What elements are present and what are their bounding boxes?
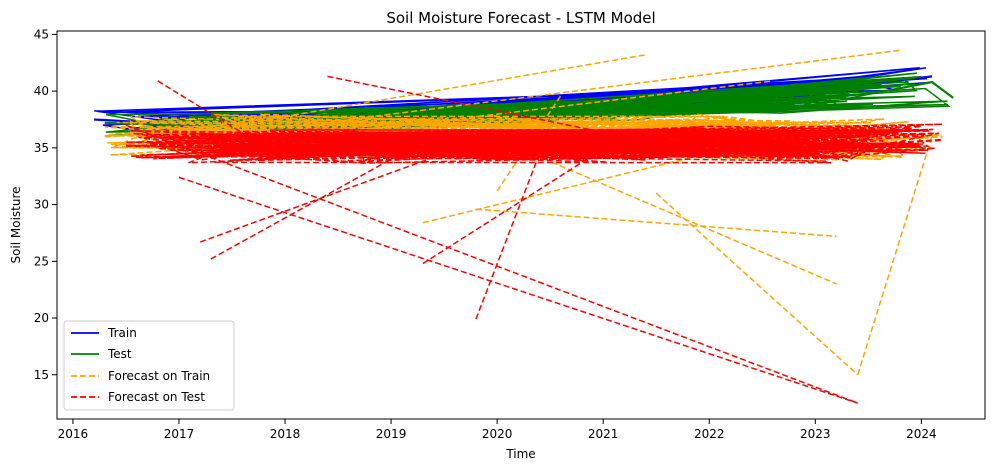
series-spike-forecast-on-train [475, 208, 837, 238]
series-spike-forecast-on-test [210, 158, 392, 260]
y-tick-label: 45 [34, 27, 49, 41]
legend-frame [63, 320, 235, 411]
x-axis: 2016 2017 2018 2019 2020 2021 2022 2023 2024 [58, 419, 937, 441]
legend-label-train: Train [107, 326, 137, 340]
chart-title: Soil Moisture Forecast - LSTM Model [386, 9, 655, 27]
legend-label-forecast-train: Forecast on Train [108, 369, 210, 383]
series-spike-forecast-on-test [199, 133, 498, 243]
plot-area [56, 30, 986, 420]
y-tick-label: 40 [34, 84, 49, 98]
legend-label-forecast-test: Forecast on Test [108, 390, 205, 404]
series-spike-forecast-on-test [178, 176, 858, 404]
y-tick-label: 35 [34, 141, 49, 155]
x-tick-label: 2018 [270, 427, 301, 441]
legend-label-test: Test [107, 347, 132, 361]
x-axis-label: Time [505, 447, 535, 461]
y-axis: 15 20 25 30 35 40 45 [34, 27, 57, 382]
x-tick-label: 2019 [376, 427, 407, 441]
x-tick-label: 2021 [588, 427, 619, 441]
series-trace-forecast-on-test [126, 123, 943, 164]
x-tick-label: 2017 [164, 427, 195, 441]
series-spike-forecast-on-test [125, 124, 858, 404]
series-spike-forecast-on-test [327, 75, 625, 138]
series-layer [94, 49, 954, 404]
legend: Train Test Forecast on Train Forecast on… [63, 320, 235, 411]
series-spike-forecast-on-train [655, 192, 859, 376]
series-spike-forecast-on-test [475, 153, 541, 320]
y-tick-label: 30 [34, 198, 49, 212]
series-spike-forecast-on-train [348, 49, 901, 121]
y-tick-label: 15 [34, 368, 49, 382]
series-spike-forecast-on-train [857, 136, 933, 375]
series-spike-forecast-on-test [157, 80, 286, 160]
y-axis-label: Soil Moisture [9, 186, 23, 263]
axes-frame [56, 30, 986, 420]
y-tick-label: 20 [34, 311, 49, 325]
x-tick-label: 2022 [694, 427, 725, 441]
x-tick-label: 2023 [800, 427, 831, 441]
series-spike-forecast-on-train [518, 147, 837, 285]
series-spike-forecast-on-test [422, 141, 615, 265]
y-tick-label: 25 [34, 254, 49, 268]
x-tick-label: 2020 [482, 427, 513, 441]
x-tick-label: 2016 [58, 427, 89, 441]
series-forecast-on-test [125, 75, 943, 404]
series-line-forecast-on-test [125, 138, 943, 151]
x-tick-label: 2024 [906, 427, 937, 441]
